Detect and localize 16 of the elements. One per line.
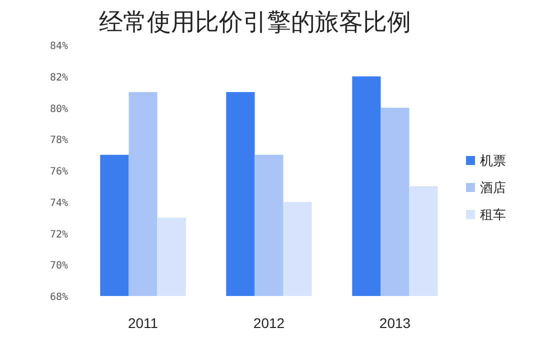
- x-tick-label: 2012: [253, 315, 285, 331]
- y-tick-label: 68%: [50, 292, 68, 303]
- y-tick-label: 76%: [50, 166, 68, 178]
- x-tick-label: 2011: [128, 315, 158, 331]
- legend-label: 酒店: [480, 180, 506, 195]
- y-tick-label: 70%: [50, 260, 68, 272]
- chart-title: 经常使用比价引擎的旅客比例: [99, 9, 411, 36]
- y-tick-label: 72%: [50, 229, 68, 240]
- x-tick-label: 2013: [379, 315, 411, 331]
- y-tick-label: 78%: [50, 135, 68, 146]
- legend-label: 租车: [480, 207, 506, 222]
- y-tick-label: 82%: [50, 72, 68, 84]
- legend-label: 机票: [480, 153, 506, 168]
- y-tick-label: 80%: [50, 104, 68, 115]
- y-tick-label: 74%: [50, 198, 68, 209]
- y-tick-label: 84%: [50, 41, 68, 52]
